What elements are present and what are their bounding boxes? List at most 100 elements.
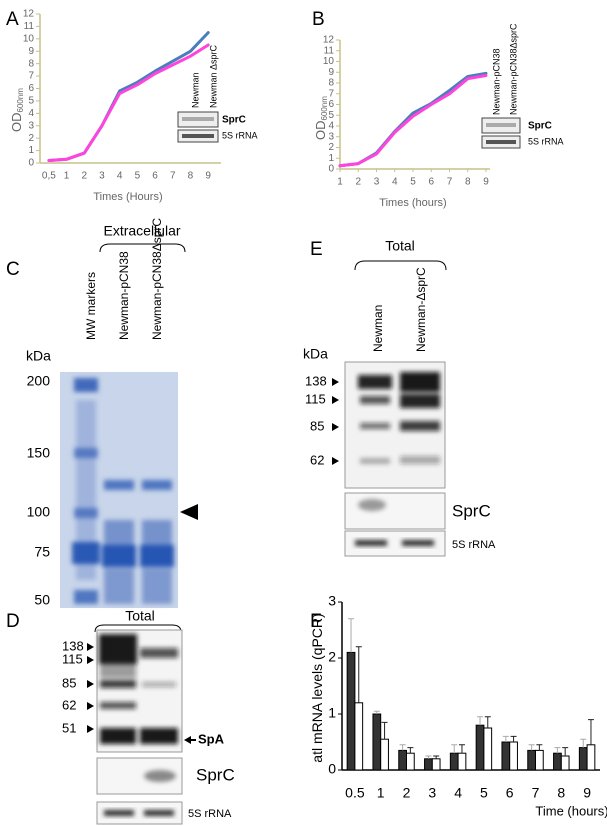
x-tick-label: 6 (428, 177, 434, 188)
group-label: Total (125, 608, 155, 624)
marker-label: 200 (27, 373, 51, 389)
y-tick-label: 11 (24, 21, 35, 32)
lane-label: Newman-ΔsprC (414, 267, 428, 352)
marker-label: 85 (310, 418, 324, 433)
row-label: SprC (528, 121, 552, 132)
bar (457, 752, 467, 771)
row-label: SprC (222, 115, 246, 126)
panel-label: E (310, 239, 323, 260)
bar (372, 713, 382, 771)
marker-label: 50 (34, 592, 50, 608)
y-axis-label-text: OD (313, 120, 328, 140)
group-label: Extracellular (103, 223, 180, 239)
marker-label: 62 (310, 452, 324, 467)
y-tick-label: 3 (328, 131, 334, 142)
marker-label: 51 (62, 720, 76, 735)
y-tick-label: 10 (23, 33, 35, 44)
lane-label: Newman-pCN38ΔsprC (150, 218, 164, 340)
error-bar (587, 719, 594, 745)
y-tick-label: 9 (28, 46, 34, 57)
x-tick-label: 4 (454, 785, 462, 801)
y-tick-label: 11 (324, 45, 335, 56)
x-axis-label: Time (hours) (535, 803, 607, 818)
y-tick-label: 2 (328, 649, 336, 665)
error-bar (355, 646, 362, 703)
x-tick-label: 5 (135, 171, 141, 182)
x-tick-label: 3 (428, 785, 436, 801)
x-tick-label: 2 (355, 177, 361, 188)
y-tick-label: 0 (328, 164, 334, 175)
line (338, 71, 488, 168)
y-tick-label: 8 (28, 58, 34, 69)
y-tick-label: 3 (28, 120, 34, 131)
y-tick-label: 4 (28, 108, 34, 119)
y-tick-label: 5 (328, 110, 334, 121)
x-tick-label: 6 (152, 171, 158, 182)
blot (344, 492, 446, 530)
error-bar (536, 744, 543, 751)
x-tick-label: 3 (99, 171, 105, 182)
panel-label: C (6, 259, 20, 280)
error-bar (562, 747, 569, 756)
error-bar (433, 755, 440, 759)
x-tick-label: 8 (465, 177, 471, 188)
y-tick-label: 10 (323, 56, 335, 67)
y-tick-label: 9 (328, 67, 334, 78)
y-axis-label-sub: 600nm (16, 88, 25, 113)
y-axis-label: atl mRNA levels (qPCR) (309, 613, 325, 762)
row-label: 5S rRNA (528, 136, 564, 146)
marker-label: 75 (34, 544, 50, 560)
panel-label: D (6, 611, 20, 632)
error-bar (381, 721, 388, 740)
gel-bands (72, 378, 174, 604)
marker-arrows (332, 378, 339, 465)
error-bar (407, 747, 414, 754)
bar (586, 744, 596, 771)
bar (553, 752, 562, 771)
bracket (354, 260, 447, 271)
unit-label: kDa (26, 348, 51, 364)
marker-label: 115 (62, 651, 83, 666)
y-tick-label: 4 (328, 121, 334, 132)
bar (578, 747, 588, 771)
y-axis-label: OD600nm (313, 96, 329, 140)
bar (483, 727, 493, 771)
group-label: Total (385, 238, 415, 254)
y-axis-label-sub: 600nm (320, 96, 329, 121)
error-bar (554, 747, 561, 754)
y-axis-label-text: OD (9, 112, 24, 132)
error-bar (528, 744, 535, 751)
x-axis-label: Times (hours) (379, 197, 446, 209)
blot-band (182, 117, 214, 121)
bar (398, 749, 408, 771)
error-bar (502, 735, 509, 742)
y-tick-label: 7 (28, 71, 34, 82)
blot-band (486, 140, 516, 144)
error-bar (373, 710, 380, 714)
x-tick-label: 4 (117, 171, 123, 182)
bar (449, 752, 459, 771)
y-tick-label: 1 (28, 145, 34, 156)
blot-band (144, 770, 176, 782)
blot-band (182, 134, 214, 138)
blot-bands (358, 372, 440, 464)
line (338, 74, 488, 168)
x-tick-label: 5 (410, 177, 416, 188)
blot-bands (99, 634, 178, 744)
x-tick-label: 2 (81, 171, 87, 182)
lane-label: Newman ΔsprC (208, 44, 218, 108)
y-tick-label: 1 (328, 705, 336, 721)
blot-band (402, 540, 434, 546)
error-bar (510, 735, 517, 742)
marker-label: 115 (305, 391, 326, 406)
y-tick-label: 6 (28, 83, 34, 94)
row-label: SprC (452, 501, 491, 520)
x-tick-label: 7 (532, 785, 540, 801)
bar (380, 738, 389, 771)
y-axis-label: OD600nm (9, 88, 25, 132)
x-tick-label: 5 (480, 785, 488, 801)
error-bar (399, 744, 406, 751)
x-tick-label: 4 (392, 177, 398, 188)
bar (560, 755, 570, 771)
